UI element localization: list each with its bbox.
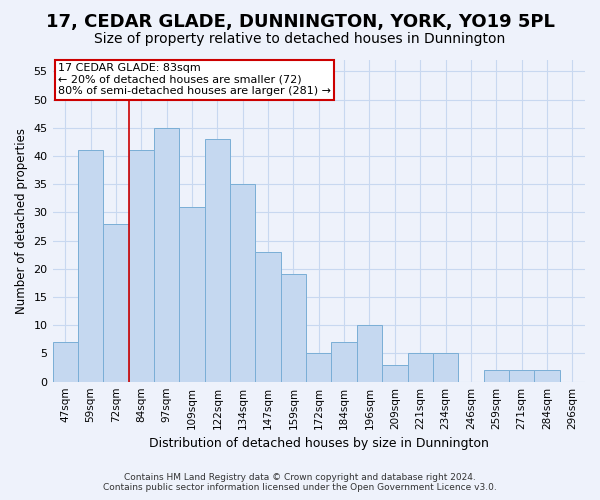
Bar	[484, 370, 509, 382]
Bar	[433, 354, 458, 382]
Bar	[103, 224, 128, 382]
X-axis label: Distribution of detached houses by size in Dunnington: Distribution of detached houses by size …	[149, 437, 489, 450]
Text: 17, CEDAR GLADE, DUNNINGTON, YORK, YO19 5PL: 17, CEDAR GLADE, DUNNINGTON, YORK, YO19 …	[46, 12, 554, 30]
Bar	[382, 364, 407, 382]
Text: Size of property relative to detached houses in Dunnington: Size of property relative to detached ho…	[94, 32, 506, 46]
Bar	[256, 252, 281, 382]
Bar	[407, 354, 433, 382]
Bar	[331, 342, 357, 382]
Bar	[281, 274, 306, 382]
Bar	[509, 370, 534, 382]
Y-axis label: Number of detached properties: Number of detached properties	[15, 128, 28, 314]
Text: 17 CEDAR GLADE: 83sqm
← 20% of detached houses are smaller (72)
80% of semi-deta: 17 CEDAR GLADE: 83sqm ← 20% of detached …	[58, 63, 331, 96]
Bar	[306, 354, 331, 382]
Bar	[205, 139, 230, 382]
Text: Contains HM Land Registry data © Crown copyright and database right 2024.
Contai: Contains HM Land Registry data © Crown c…	[103, 473, 497, 492]
Bar	[154, 128, 179, 382]
Bar	[534, 370, 560, 382]
Bar	[357, 325, 382, 382]
Bar	[53, 342, 78, 382]
Bar	[230, 184, 256, 382]
Bar	[78, 150, 103, 382]
Bar	[128, 150, 154, 382]
Bar	[179, 206, 205, 382]
